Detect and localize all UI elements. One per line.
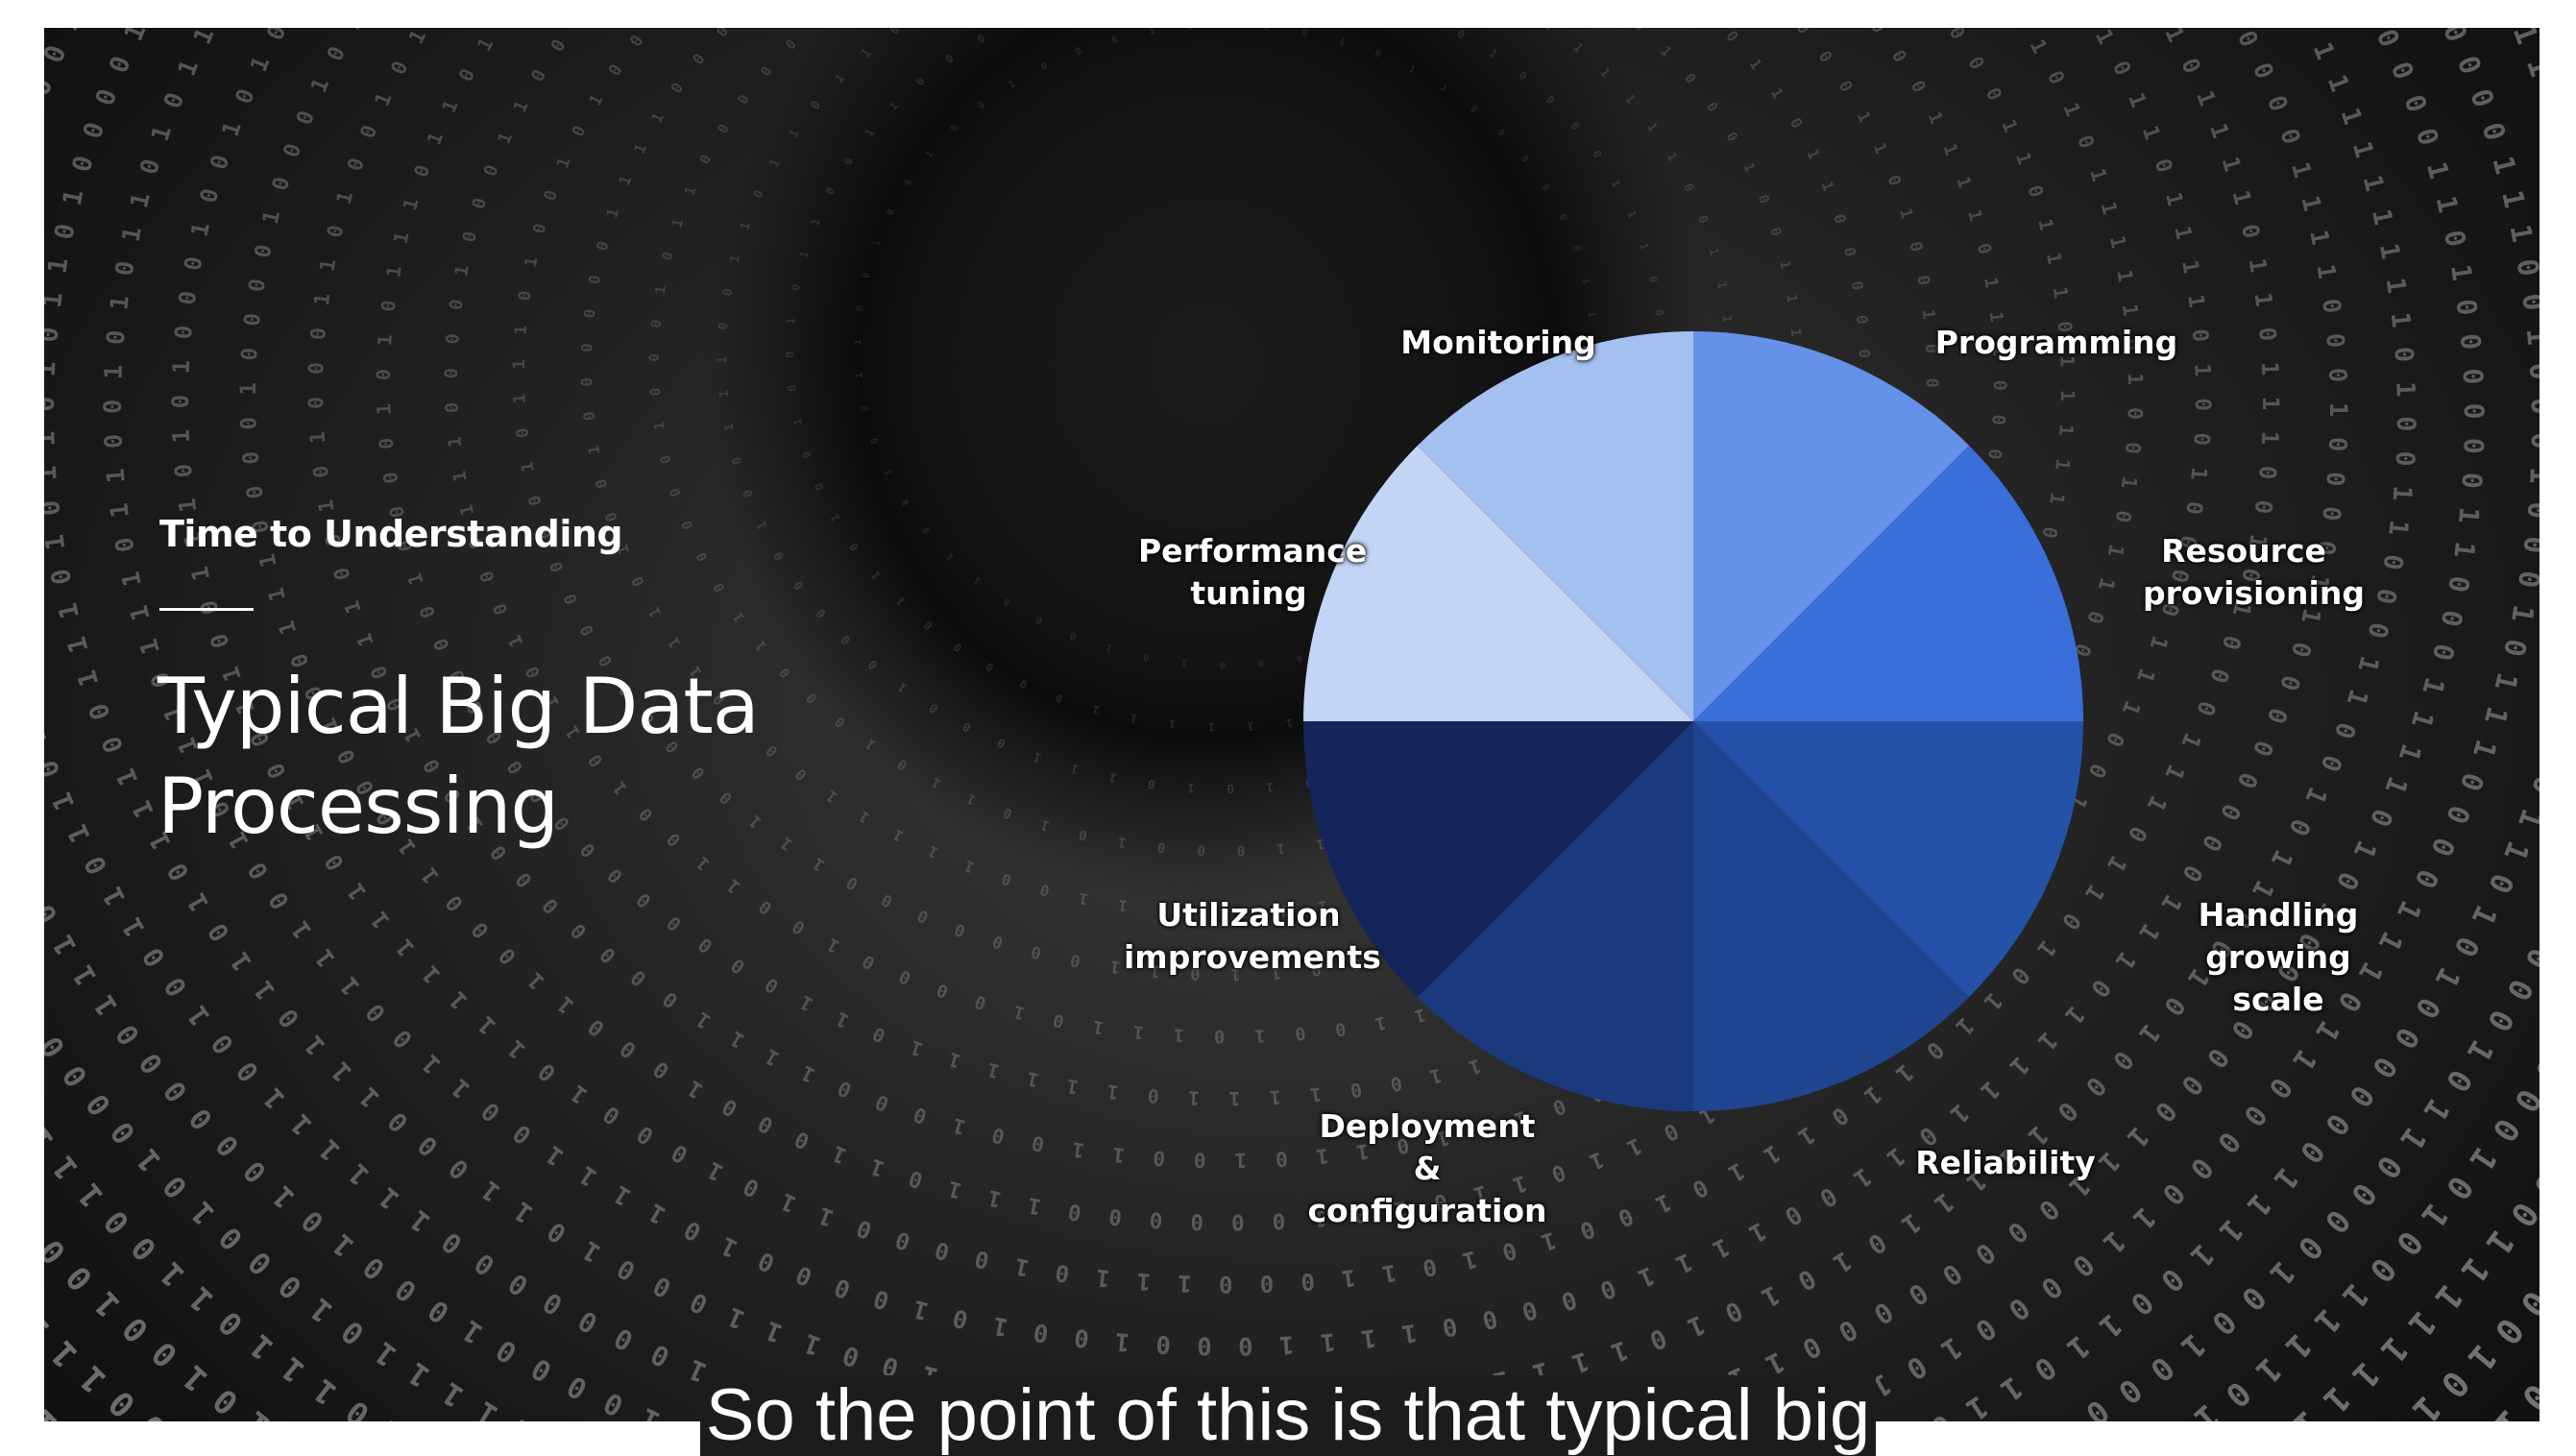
pie-label-handling-growing-scale: Handling growing scale (2163, 894, 2394, 1021)
pie-label-programming: Programming (1935, 322, 2178, 364)
pie-label-reliability: Reliability (1915, 1142, 2096, 1184)
pie-label-resource-provisioning: Resource provisioning (2143, 530, 2345, 615)
pie-label-performance-tuning: Performance tuning (1138, 530, 1359, 615)
pie-chart (44, 28, 2540, 1421)
pie-label-monitoring: Monitoring (1400, 322, 1595, 364)
pie-label-utilization-improvements: Utilization improvements (1124, 894, 1373, 979)
presentation-slide: 0100010110011000101000110010011001001001… (44, 28, 2540, 1421)
pie-label-deployment-configuration: Deployment & configuration (1302, 1105, 1552, 1232)
